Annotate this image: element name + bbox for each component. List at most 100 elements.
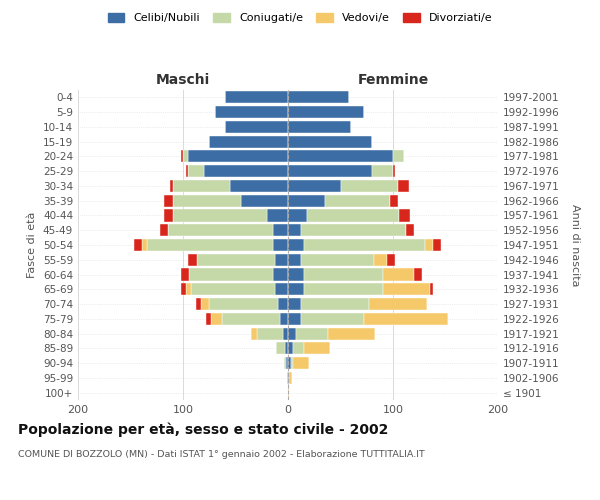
Bar [301,298,369,310]
Bar [209,298,277,310]
Bar [225,121,288,133]
Bar [372,165,393,177]
Bar [188,165,204,177]
Bar [286,357,288,369]
Bar [296,328,328,340]
Bar [251,328,257,340]
Bar [304,268,383,280]
Bar [274,268,288,280]
Bar [430,283,433,296]
Bar [280,313,288,325]
Bar [325,194,390,207]
Bar [307,210,400,222]
Bar [288,121,351,133]
Bar [433,239,442,251]
Bar [304,342,330,354]
Bar [383,268,414,280]
Bar [425,239,433,251]
Bar [186,165,188,177]
Text: Femmine: Femmine [358,74,428,88]
Bar [288,106,364,118]
Text: COMUNE DI BOZZOLO (MN) - Dati ISTAT 1° gennaio 2002 - Elaborazione TUTTITALIA.IT: COMUNE DI BOZZOLO (MN) - Dati ISTAT 1° g… [18,450,425,459]
Text: Maschi: Maschi [156,74,210,88]
Bar [288,386,289,398]
Bar [196,298,201,310]
Bar [301,254,374,266]
Bar [287,372,288,384]
Bar [293,357,309,369]
Bar [183,150,188,162]
Bar [148,239,274,251]
Bar [181,283,186,296]
Bar [288,268,304,280]
Bar [170,180,173,192]
Bar [288,194,325,207]
Bar [230,180,288,192]
Bar [181,150,183,162]
Bar [160,224,168,236]
Bar [274,239,288,251]
Bar [277,342,285,354]
Bar [288,239,304,251]
Bar [277,298,288,310]
Bar [288,224,301,236]
Y-axis label: Fasce di età: Fasce di età [28,212,37,278]
Bar [369,298,427,310]
Bar [288,165,372,177]
Bar [190,268,274,280]
Bar [387,254,395,266]
Bar [164,194,173,207]
Bar [304,283,383,296]
Bar [173,180,230,192]
Bar [288,136,372,147]
Bar [288,150,393,162]
Text: Popolazione per età, sesso e stato civile - 2002: Popolazione per età, sesso e stato civil… [18,422,388,437]
Bar [341,180,398,192]
Bar [390,194,398,207]
Y-axis label: Anni di nascita: Anni di nascita [571,204,580,286]
Bar [301,224,406,236]
Bar [398,180,409,192]
Bar [267,210,288,222]
Bar [211,313,222,325]
Bar [374,254,387,266]
Bar [134,239,142,251]
Bar [181,268,189,280]
Bar [406,224,414,236]
Bar [283,328,288,340]
Bar [201,298,209,310]
Bar [393,150,404,162]
Bar [275,254,288,266]
Bar [188,254,197,266]
Bar [186,283,191,296]
Bar [191,283,275,296]
Bar [288,283,304,296]
Bar [304,239,425,251]
Bar [288,254,301,266]
Bar [288,342,293,354]
Bar [285,342,288,354]
Bar [222,313,280,325]
Legend: Celibi/Nubili, Coniugati/e, Vedovi/e, Divorziati/e: Celibi/Nubili, Coniugati/e, Vedovi/e, Di… [103,8,497,28]
Bar [274,224,288,236]
Bar [275,283,288,296]
Bar [328,328,375,340]
Bar [301,313,364,325]
Bar [225,92,288,104]
Bar [173,210,267,222]
Bar [364,313,448,325]
Bar [164,210,173,222]
Bar [288,328,296,340]
Bar [288,372,289,384]
Bar [288,210,307,222]
Bar [209,136,288,147]
Bar [241,194,288,207]
Bar [393,165,395,177]
Bar [291,357,293,369]
Bar [288,357,291,369]
Bar [197,254,275,266]
Bar [288,92,349,104]
Bar [142,239,147,251]
Bar [215,106,288,118]
Bar [288,298,301,310]
